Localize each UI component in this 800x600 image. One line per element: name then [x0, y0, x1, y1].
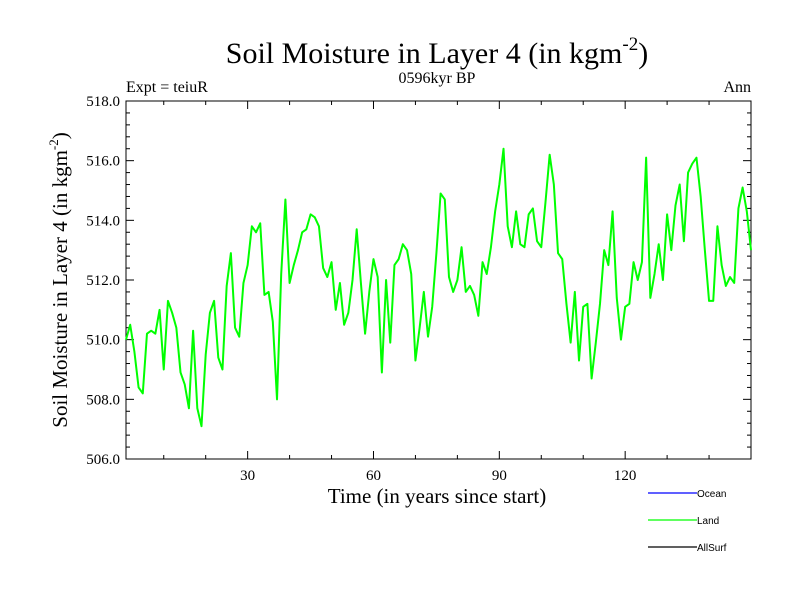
y-tick-label: 508.0: [86, 392, 120, 408]
chart-title: Soil Moisture in Layer 4 (in kgm-2): [226, 34, 648, 70]
experiment-label: Expt = teiuR: [126, 79, 208, 96]
x-axis: 30 60 90 120: [163, 101, 710, 484]
y-tick-label: 506.0: [86, 452, 120, 468]
legend-item-ocean: Ocean: [648, 489, 726, 500]
plot-frame: [125, 100, 752, 460]
legend: Ocean Land AllSurf: [648, 489, 727, 554]
x-tick-label: 90: [492, 468, 507, 484]
x-tick-label: 30: [240, 468, 255, 484]
y-axis-label: Soil Moisture in Layer 4 (in kgm-2): [46, 132, 72, 427]
legend-item-land: Land: [648, 516, 719, 527]
y-tick-label: 510.0: [86, 333, 120, 349]
series-layer: [125, 147, 752, 428]
x-axis-label: Time (in years since start): [328, 484, 547, 508]
legend-allsurf-label: AllSurf: [697, 543, 727, 554]
legend-ocean-label: Ocean: [697, 489, 726, 500]
y-tick-label: 512.0: [86, 273, 120, 289]
season-label: Ann: [723, 79, 751, 96]
x-tick-label: 120: [614, 468, 637, 484]
y-tick-label: 516.0: [86, 154, 120, 170]
legend-land-label: Land: [697, 516, 719, 527]
legend-item-allsurf: AllSurf: [648, 543, 727, 554]
y-axis: 506.0 508.0 510.0 512.0 514.0 516.0 518.0: [86, 94, 751, 468]
y-tick-label: 514.0: [86, 213, 120, 229]
series-line-land: [125, 147, 752, 428]
x-tick-label: 60: [366, 468, 381, 484]
chart-subtitle: 0596kyr BP: [399, 70, 476, 87]
y-tick-label: 518.0: [86, 94, 120, 110]
